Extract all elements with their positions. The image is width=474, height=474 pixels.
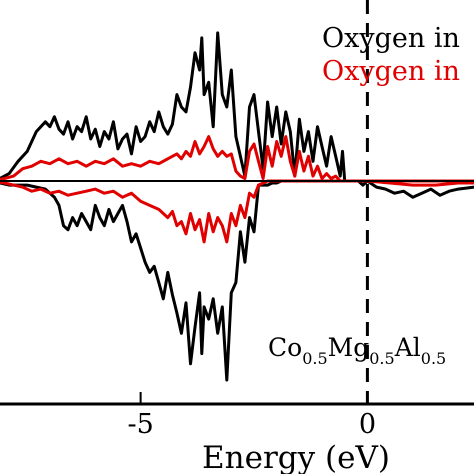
formula-mg: Mg — [328, 333, 370, 362]
formula-al: Al — [394, 333, 421, 362]
x-tick-label-1: 0 — [359, 409, 376, 440]
series-1-up-line — [0, 135, 474, 183]
x-axis-label: Energy (eV) — [202, 440, 390, 474]
legend-label-red: Oxygen in — [322, 56, 460, 87]
legend: Oxygen in Oxygen in — [322, 23, 460, 87]
formula-co-sub: 0.5 — [302, 349, 327, 368]
x-ticks: -5 0 — [127, 392, 376, 440]
x-tick-label-0: -5 — [127, 409, 153, 440]
formula-mg-sub: 0.5 — [369, 349, 394, 368]
formula-al-sub: 0.5 — [421, 349, 446, 368]
composition-label: Co0.5Mg0.5Al0.5 — [268, 333, 446, 368]
formula-co: Co — [268, 333, 302, 362]
legend-label-black: Oxygen in — [322, 23, 460, 54]
